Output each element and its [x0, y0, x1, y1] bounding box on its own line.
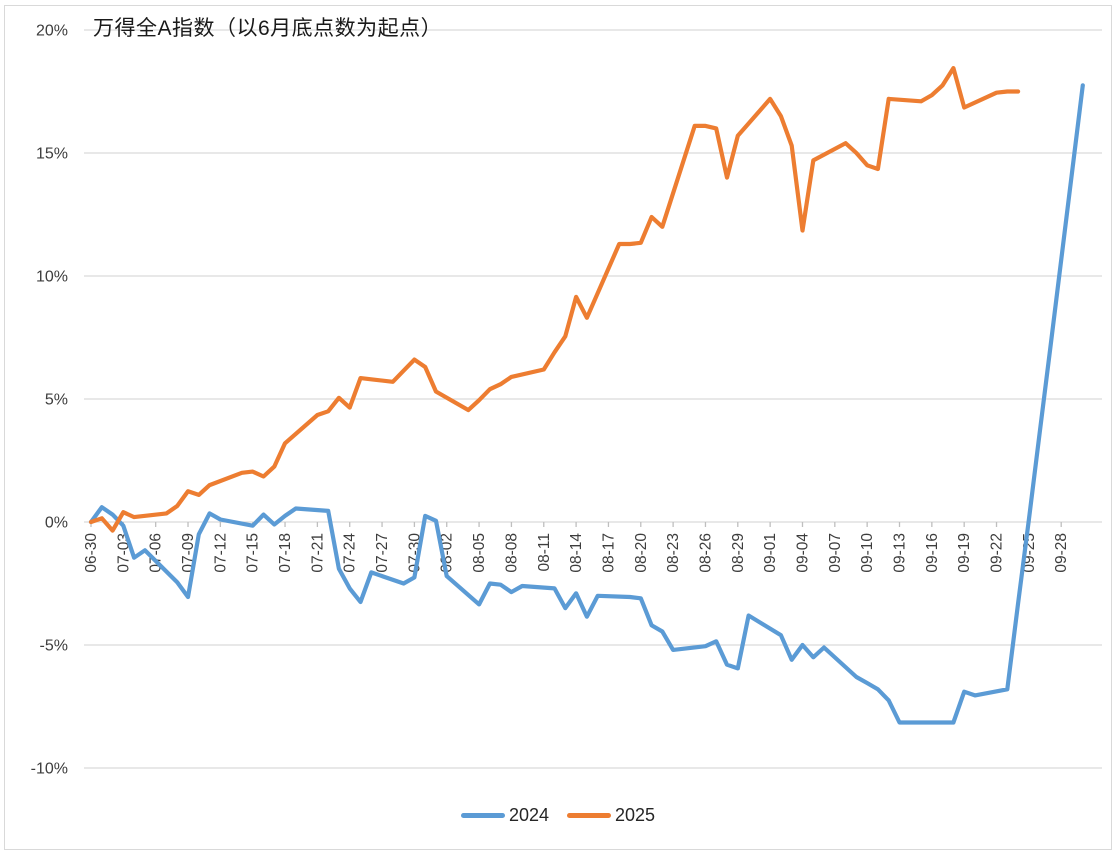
x-axis-label: 08-29	[730, 533, 747, 573]
x-axis-label: 07-27	[374, 533, 391, 573]
series-2025-line	[88, 65, 1021, 533]
y-axis-label: 5%	[45, 392, 68, 409]
x-axis-label: 07-21	[309, 533, 326, 573]
legend-line-swatch	[460, 813, 505, 818]
y-axis-label: -5%	[40, 638, 68, 655]
x-axis-label: 08-23	[665, 533, 682, 573]
x-axis-label: 08-11	[536, 533, 553, 572]
x-axis-label: 09-10	[859, 533, 876, 573]
x-axis-label: 07-24	[342, 533, 359, 573]
x-axis-label: 09-28	[1053, 533, 1070, 573]
x-axis-label: 08-17	[600, 533, 617, 573]
x-axis-label: 07-18	[277, 533, 294, 573]
x-axis-label: 09-13	[892, 533, 909, 573]
x-axis-label: 09-07	[827, 533, 844, 573]
x-axis-label: 08-14	[568, 533, 585, 573]
x-axis-label: 07-15	[245, 533, 262, 573]
chart-title: 万得全A指数（以6月底点数为起点）	[93, 17, 443, 40]
x-axis-label: 09-04	[794, 533, 811, 573]
legend-label: 2025	[615, 805, 656, 825]
legend-item-2025: 2025	[567, 805, 655, 826]
chart-legend: 2024 2025	[0, 805, 1116, 826]
y-axis-label: 20%	[36, 23, 68, 40]
x-axis-label: 09-19	[956, 533, 973, 573]
x-axis-label: 08-26	[697, 533, 714, 573]
y-axis-label: -10%	[31, 761, 68, 778]
y-axis-label: 0%	[45, 515, 68, 532]
x-axis-label: 08-08	[503, 533, 520, 573]
y-axis-label: 10%	[36, 269, 68, 286]
x-axis-label: 09-16	[924, 533, 941, 573]
series-2024-line	[88, 83, 1085, 725]
legend-line-swatch	[567, 813, 611, 818]
x-axis-label: 08-20	[633, 533, 650, 573]
x-axis-label: 07-12	[212, 533, 229, 573]
legend-label: 2024	[508, 805, 549, 825]
x-axis-label: 09-22	[989, 533, 1006, 573]
y-axis-label: 15%	[36, 146, 68, 163]
x-axis-label: 06-30	[83, 533, 100, 573]
x-axis-label: 08-05	[471, 533, 488, 573]
x-axis-label: 09-01	[762, 533, 779, 573]
legend-item-2024: 2024	[460, 805, 549, 826]
